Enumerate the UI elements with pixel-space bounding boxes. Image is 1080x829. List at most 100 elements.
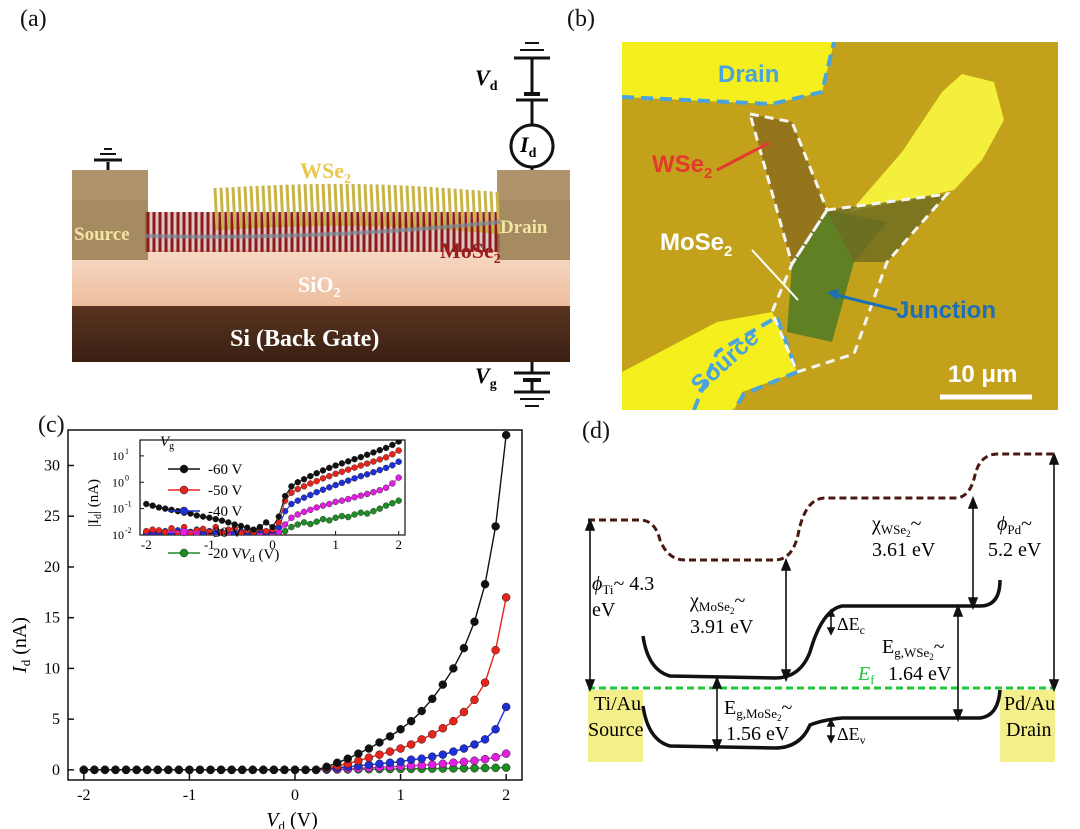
inset-data-point	[319, 475, 327, 482]
source-label: Source	[74, 224, 130, 245]
inset-data-point	[338, 497, 346, 504]
inset-data-point	[149, 502, 156, 509]
data-point	[501, 749, 511, 758]
inset-x-tick-label: -1	[204, 537, 215, 552]
legend-entry: -50 V	[208, 483, 242, 499]
inset-y-tick-label: 10	[112, 449, 124, 463]
data-point	[428, 694, 437, 704]
inset-data-point	[300, 508, 308, 516]
data-point	[459, 744, 469, 753]
ef-label: Ef	[857, 663, 875, 687]
inset-data-point	[332, 470, 339, 477]
chi-wse2-value: 3.61 eV	[872, 539, 936, 561]
inset-data-point	[395, 447, 402, 454]
inset-data-point	[338, 468, 346, 475]
inset-data-point	[382, 484, 390, 491]
data-point	[470, 695, 479, 705]
chi-wse2-label: χWSe2~	[871, 513, 922, 539]
mose2-layer	[145, 212, 500, 252]
data-point	[406, 716, 416, 726]
inset-data-point	[307, 472, 314, 480]
x-tick-label: 0	[291, 787, 299, 804]
inset-data-point	[149, 526, 156, 533]
inset-data-point	[382, 454, 390, 461]
data-point	[406, 755, 416, 764]
junction-label: Junction	[896, 297, 996, 324]
source-contact-d	[588, 690, 643, 762]
ground-icon	[94, 148, 122, 170]
inset-data-point	[332, 514, 339, 521]
inset-y-tick-exponent: 0	[125, 473, 129, 482]
data-point	[132, 765, 141, 775]
data-point	[438, 750, 448, 759]
energy-arrows	[584, 451, 1060, 753]
inset-data-point	[395, 458, 402, 465]
data-point	[290, 765, 300, 775]
data-point	[459, 757, 469, 766]
data-point	[364, 744, 374, 753]
inset-data-point	[313, 518, 320, 525]
data-point	[449, 664, 458, 673]
bright-flake	[850, 74, 1004, 212]
source-pad	[622, 312, 797, 410]
inset-data-point	[395, 497, 402, 504]
inset-data-point	[143, 527, 150, 535]
legend-entry: -30 V	[208, 525, 242, 541]
data-point	[428, 760, 437, 769]
legend-marker	[179, 464, 189, 474]
data-point	[480, 678, 490, 687]
inset-data-point	[250, 526, 257, 533]
wse2-arrow	[716, 141, 770, 172]
vg-label: Vg	[475, 363, 497, 392]
inset-data-point	[307, 480, 314, 487]
right-contact-label-1: Pd/Au	[1004, 693, 1055, 715]
wse2-layer	[213, 183, 501, 234]
inset-data-point	[262, 527, 270, 535]
inset-data-point	[363, 490, 371, 498]
inset-data-point	[370, 458, 377, 465]
inset-data-point	[376, 456, 383, 463]
inset-data-point	[351, 475, 358, 482]
legend-entry: -40 V	[208, 504, 242, 520]
inset-data-point	[313, 488, 320, 496]
conduction-band	[641, 579, 1002, 680]
inset-data-point	[199, 513, 207, 520]
inset-data-point	[288, 514, 295, 521]
inset-data-point	[332, 498, 339, 506]
inset-data-point	[345, 477, 352, 484]
data-point	[164, 765, 173, 775]
inset-data-point	[231, 521, 238, 528]
data-point	[385, 758, 395, 768]
inset-data-point	[244, 524, 251, 531]
data-point	[491, 763, 500, 773]
drain-contact-d	[1000, 690, 1055, 762]
inset-x-tick-label: 2	[395, 537, 402, 552]
data-point	[501, 702, 511, 712]
panel-label-a: (a)	[20, 6, 47, 32]
inset-data-point	[357, 492, 365, 499]
inset-x-tick-label: -2	[141, 537, 152, 552]
data-point	[480, 763, 490, 773]
inset-data-point	[338, 460, 346, 467]
data-point	[195, 765, 205, 775]
y-tick-label: 10	[44, 660, 60, 677]
inset-y-tick-exponent: -1	[125, 500, 132, 509]
data-point	[491, 522, 500, 531]
phi-ti-label: ϕTi~ 4.3	[592, 573, 654, 597]
inset-data-point	[281, 527, 289, 535]
x-axis-label: Vd (V)	[266, 809, 317, 829]
legend: -60 V -50 V -40 V -30 V -20 V	[168, 462, 242, 562]
inset-data-point	[326, 464, 333, 472]
inset-data-point	[212, 515, 219, 523]
inset-data-point	[206, 528, 213, 535]
gate-circuit	[514, 362, 550, 407]
data-point	[111, 765, 120, 775]
data-point	[142, 765, 152, 775]
valence-band	[641, 689, 1002, 750]
data-point	[470, 763, 479, 773]
inset-data-point	[168, 525, 175, 532]
data-point	[501, 763, 511, 772]
data-point	[216, 765, 226, 775]
inset-data-point	[168, 506, 175, 514]
